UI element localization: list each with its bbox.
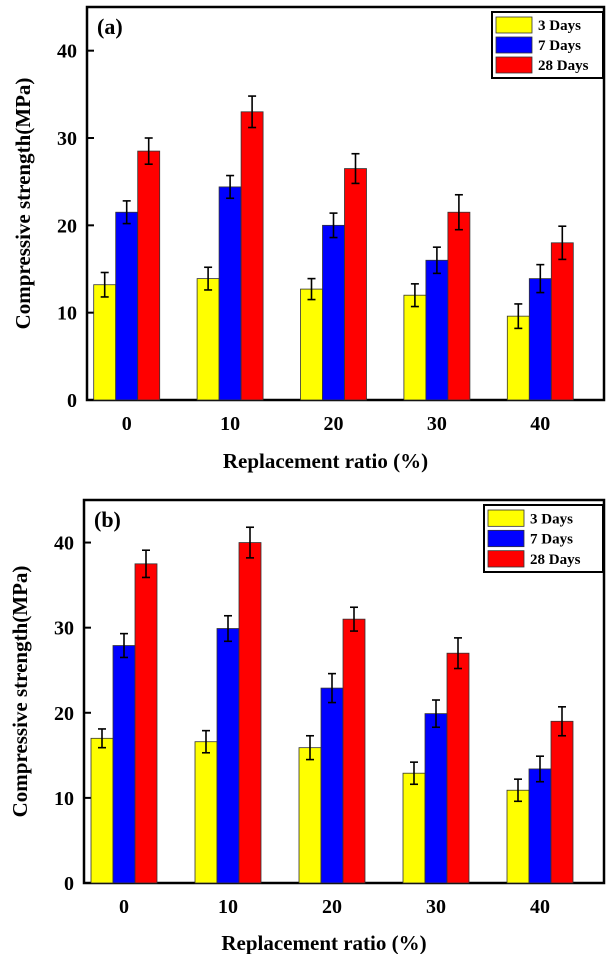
legend-swatch — [496, 17, 532, 33]
legend-swatch — [496, 57, 532, 73]
y-tick-label: 30 — [57, 128, 77, 150]
bar — [239, 543, 261, 883]
legend-label: 3 Days — [538, 18, 581, 34]
bar — [551, 243, 573, 400]
panel-label: (a) — [97, 14, 123, 39]
legend-label: 28 Days — [538, 58, 589, 74]
bar — [241, 112, 263, 400]
x-tick-label: 40 — [530, 413, 550, 435]
x-tick-label: 10 — [220, 413, 240, 435]
x-tick-label: 20 — [324, 413, 344, 435]
bar — [138, 151, 160, 400]
bar — [403, 773, 425, 883]
bar — [404, 295, 426, 400]
x-tick-label: 30 — [427, 413, 447, 435]
y-tick-label: 10 — [54, 788, 74, 810]
bar — [299, 748, 321, 883]
y-tick-label: 40 — [57, 41, 77, 63]
legend-swatch — [496, 37, 532, 53]
bar — [113, 646, 135, 883]
x-tick-label: 0 — [122, 413, 132, 435]
bar — [551, 721, 573, 883]
bar — [323, 225, 345, 400]
bar — [91, 738, 113, 883]
legend-label: 28 Days — [530, 552, 581, 568]
bar — [301, 289, 323, 400]
bar — [448, 212, 470, 400]
legend-swatch — [488, 551, 524, 567]
y-axis-label: Compressive strength(MPa) — [8, 566, 32, 818]
bar — [507, 790, 529, 883]
bar — [116, 212, 138, 400]
bar — [217, 629, 239, 883]
bar — [219, 187, 241, 400]
legend-label: 3 Days — [530, 511, 573, 527]
y-tick-label: 0 — [64, 873, 74, 895]
legend-label: 7 Days — [538, 38, 581, 54]
chart-panel-a: 0 10 20 30 40 0 10 20 30 40 Replacement ratio (%) C… — [11, 7, 604, 473]
x-tick-label: 20 — [322, 896, 342, 918]
bar — [343, 619, 365, 883]
bar — [94, 285, 116, 400]
bar — [135, 564, 157, 883]
x-axis-label: Replacement ratio (%) — [221, 931, 426, 954]
x-tick-label: 10 — [218, 896, 238, 918]
bar — [426, 260, 448, 400]
bar — [345, 169, 367, 400]
y-tick-label: 0 — [67, 390, 77, 412]
legend-swatch — [488, 530, 524, 546]
panel-label: (b) — [94, 507, 121, 532]
y-tick-label: 30 — [54, 618, 74, 640]
bar — [195, 742, 217, 883]
bar — [321, 688, 343, 883]
x-tick-label: 40 — [530, 896, 550, 918]
y-tick-label: 10 — [57, 303, 77, 325]
bar — [425, 714, 447, 883]
y-tick-label: 40 — [54, 533, 74, 555]
bar — [529, 279, 551, 400]
bar — [197, 279, 219, 400]
chart-panel-b: 0 10 20 30 40 0 10 20 30 40 Replacement ratio (%) C… — [8, 500, 604, 954]
y-tick-label: 20 — [57, 215, 77, 237]
y-tick-label: 20 — [54, 703, 74, 725]
x-tick-label: 30 — [426, 896, 446, 918]
legend-swatch — [488, 510, 524, 526]
y-axis-label: Compressive strength(MPa) — [11, 78, 35, 330]
x-tick-label: 0 — [119, 896, 129, 918]
x-axis-label: Replacement ratio (%) — [223, 449, 428, 473]
legend-label: 7 Days — [530, 532, 573, 548]
bar — [529, 769, 551, 883]
bar — [447, 653, 469, 883]
